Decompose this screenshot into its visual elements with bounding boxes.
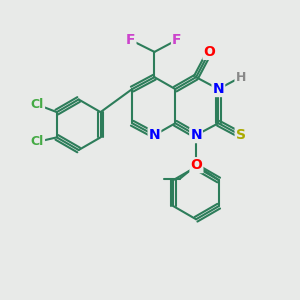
Text: F: F [126,33,135,47]
Text: S: S [236,128,246,142]
Text: N: N [212,82,224,96]
Text: F: F [172,33,182,47]
Text: Cl: Cl [31,135,44,148]
Text: N: N [190,128,202,142]
Text: Cl: Cl [31,98,44,111]
Text: O: O [203,45,215,59]
Text: H: H [236,71,246,84]
Text: O: O [190,158,202,172]
Text: N: N [148,128,160,142]
